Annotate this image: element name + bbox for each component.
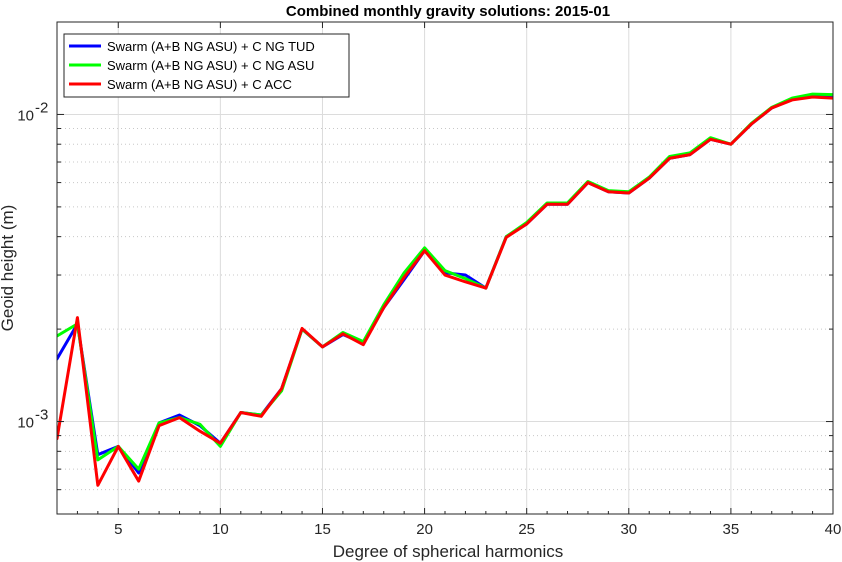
y-tick-label-exponent: -2 — [35, 99, 48, 116]
x-tick-label: 30 — [620, 521, 637, 538]
x-tick-label: 5 — [114, 521, 122, 538]
x-tick-label: 25 — [518, 521, 535, 538]
legend-label: Swarm (A+B NG ASU) + C NG TUD — [107, 39, 315, 54]
series-lines — [57, 92, 833, 487]
x-tick-label: 20 — [416, 521, 433, 538]
y-tick-label: 10 — [17, 415, 34, 432]
x-tick-label: 15 — [314, 521, 331, 538]
plot-area — [57, 22, 833, 514]
chart-title: Combined monthly gravity solutions: 2015… — [286, 3, 610, 20]
x-tick-label: 10 — [212, 521, 229, 538]
legend-label: Swarm (A+B NG ASU) + C ACC — [107, 77, 292, 92]
y-tick-label-exponent: -3 — [35, 407, 48, 424]
legend-box — [63, 33, 350, 98]
axis-ticks — [56, 21, 834, 515]
series-line-3 — [57, 95, 833, 487]
x-tick-label: 40 — [825, 521, 842, 538]
legend: Swarm (A+B NG ASU) + C NG TUD Swarm (A+B … — [63, 33, 350, 98]
legend-label: Swarm (A+B NG ASU) + C NG ASU — [107, 58, 314, 73]
x-axis-label: Degree of spherical harmonics — [333, 542, 564, 561]
y-axis-label: Geoid height (m) — [0, 205, 17, 332]
x-tick-label: 35 — [723, 521, 740, 538]
y-tick-label: 10 — [17, 107, 34, 124]
